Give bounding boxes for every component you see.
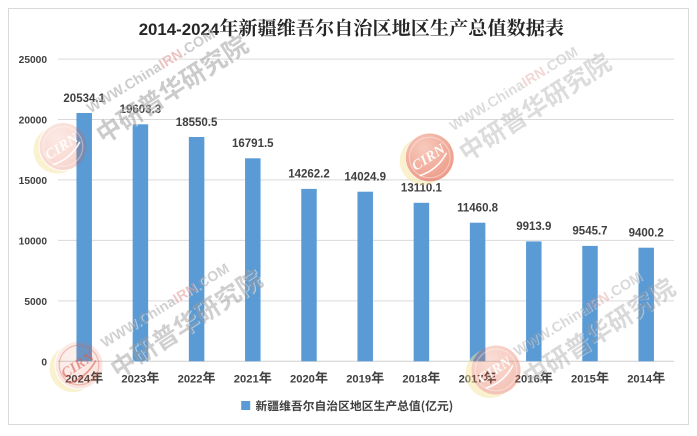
svg-text:9913.9: 9913.9 [516,221,551,233]
svg-text:2014: 2014 [627,373,653,385]
svg-text:2019: 2019 [346,373,371,385]
svg-text:15000: 15000 [19,176,48,187]
svg-text:2021: 2021 [234,373,259,385]
svg-text:25000: 25000 [19,55,48,66]
svg-text:2018: 2018 [402,373,427,385]
svg-text:0: 0 [41,357,47,368]
svg-text:2014-2024: 2014-2024 [139,20,220,39]
svg-text:18550.5: 18550.5 [176,117,218,129]
svg-text:14262.2: 14262.2 [288,169,330,181]
svg-text:2015: 2015 [571,373,596,385]
svg-text:10000: 10000 [19,237,48,248]
svg-text:2020: 2020 [290,373,315,385]
svg-text:20534.1: 20534.1 [63,93,105,105]
svg-text:9400.2: 9400.2 [629,228,664,240]
svg-text:9545.7: 9545.7 [572,226,607,238]
svg-text:2022: 2022 [178,373,203,385]
svg-text:20000: 20000 [19,116,48,127]
svg-text:14024.9: 14024.9 [344,172,386,184]
svg-text:11460.8: 11460.8 [457,203,499,215]
svg-text:2023: 2023 [121,373,146,385]
svg-text:13110.1: 13110.1 [401,183,443,195]
svg-text:16791.5: 16791.5 [232,138,274,150]
svg-text:5000: 5000 [24,297,47,308]
